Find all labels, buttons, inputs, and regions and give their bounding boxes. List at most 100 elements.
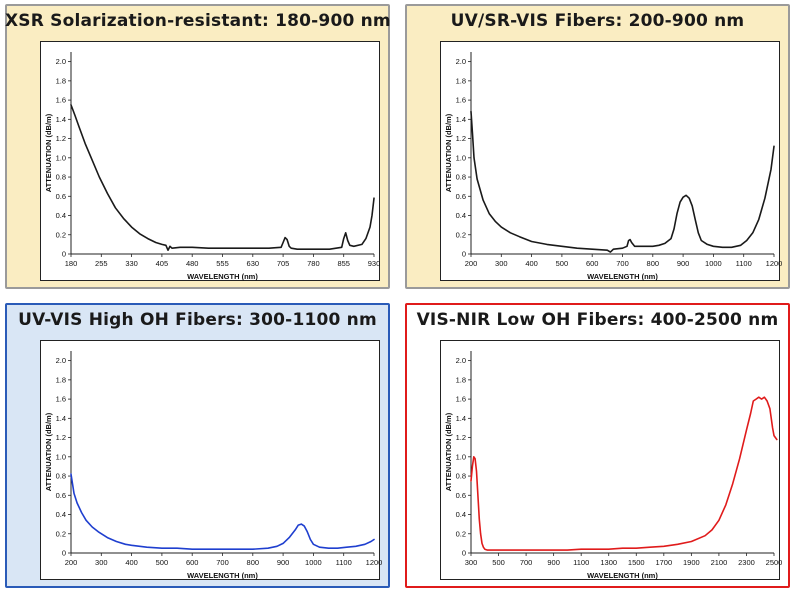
y-tick-label: 1.4 — [56, 414, 66, 423]
x-tick-label: 700 — [216, 558, 229, 567]
y-axis-label: ATTENUATION (dB/m) — [444, 113, 453, 192]
x-axis-label: WAVELENGTH (nm) — [187, 272, 258, 281]
y-tick-label: 1.6 — [456, 395, 466, 404]
y-tick-label: 1.0 — [456, 153, 466, 162]
x-tick-label: 900 — [277, 558, 290, 567]
x-axis-label: WAVELENGTH (nm) — [187, 571, 258, 580]
x-tick-label: 200 — [465, 259, 478, 268]
x-tick-label: 900 — [547, 558, 560, 567]
y-tick-label: 0.4 — [56, 211, 66, 220]
x-tick-label: 555 — [216, 259, 229, 268]
y-tick-label: 2.0 — [56, 57, 66, 66]
x-tick-label: 480 — [186, 259, 199, 268]
y-tick-label: 0 — [62, 549, 66, 558]
y-tick-label: 0.2 — [456, 529, 466, 538]
x-tick-label: 500 — [156, 558, 169, 567]
y-tick-label: 2.0 — [456, 356, 466, 365]
chart-panel-vis-nir-low-oh: VIS-NIR Low OH Fibers: 400-2500 nm 0 0.2 0… — [405, 303, 790, 588]
series-line — [70, 473, 375, 550]
y-tick-label: 1.8 — [56, 76, 66, 85]
y-tick-label: 0.2 — [456, 230, 466, 239]
x-tick-label: 2100 — [711, 558, 728, 567]
y-tick-label: 0.8 — [456, 472, 466, 481]
x-tick-label: 2500 — [766, 558, 783, 567]
plot-area: 0 0.2 0.4 0.6 0.8 1.0 1.2 1.4 1.6 1.8 2.0 180 255 330… — [40, 41, 380, 281]
x-tick-label: 300 — [95, 558, 108, 567]
y-tick-label: 1.6 — [56, 395, 66, 404]
y-tick-label: 0.8 — [56, 472, 66, 481]
x-tick-label: 1900 — [683, 558, 700, 567]
y-tick-label: 1.2 — [56, 433, 66, 442]
series-line — [470, 110, 775, 253]
x-tick-label: 330 — [125, 259, 138, 268]
x-tick-label: 800 — [647, 259, 660, 268]
y-tick-label: 0.6 — [56, 192, 66, 201]
y-tick-label: 0.4 — [456, 211, 466, 220]
y-tick-label: 2.0 — [456, 57, 466, 66]
y-axis-label: ATTENUATION (dB/m) — [44, 412, 53, 491]
chart-title: UV/SR-VIS Fibers: 200-900 nm — [450, 11, 745, 31]
x-tick-label: 600 — [186, 558, 199, 567]
chart-svg: 0 0.2 0.4 0.6 0.8 1.0 1.2 1.4 1.6 1.8 2.0 200 300 400… — [44, 351, 383, 580]
x-tick-label: 900 — [677, 259, 690, 268]
x-tick-label: 700 — [520, 558, 533, 567]
y-tick-label: 0.8 — [456, 173, 466, 182]
y-tick-label: 1.2 — [456, 134, 466, 143]
x-tick-label: 780 — [307, 259, 320, 268]
y-tick-label: 0.2 — [56, 230, 66, 239]
y-tick-label: 1.2 — [56, 134, 66, 143]
chart-panel-uv-vis-high-oh: UV-VIS High OH Fibers: 300-1100 nm 0 0.2 0… — [5, 303, 390, 588]
series-line — [70, 104, 375, 251]
x-tick-label: 180 — [65, 259, 78, 268]
y-tick-label: 0.6 — [56, 491, 66, 500]
y-tick-label: 1.0 — [56, 153, 66, 162]
x-axis-label: WAVELENGTH (nm) — [587, 571, 658, 580]
x-tick-label: 405 — [156, 259, 169, 268]
x-tick-label: 1000 — [705, 259, 722, 268]
x-tick-label: 255 — [95, 259, 108, 268]
series-line — [470, 396, 778, 551]
x-tick-label: 630 — [247, 259, 260, 268]
plot-area: 0 0.2 0.4 0.6 0.8 1.0 1.2 1.4 1.6 1.8 2.0 200 300 400… — [440, 41, 783, 281]
x-tick-label: 300 — [495, 259, 508, 268]
chart-title: XSR Solarization-resistant: 180-900 nm — [5, 11, 391, 31]
x-tick-label: 930 — [368, 259, 381, 268]
y-tick-label: 0.2 — [56, 529, 66, 538]
y-tick-label: 0.4 — [456, 510, 466, 519]
y-axis-label: ATTENUATION (dB/m) — [444, 412, 453, 491]
x-tick-label: 705 — [277, 259, 290, 268]
x-tick-label: 600 — [586, 259, 599, 268]
x-tick-label: 1200 — [766, 259, 783, 268]
chart-svg: 0 0.2 0.4 0.6 0.8 1.0 1.2 1.4 1.6 1.8 2.0 200 300 400… — [444, 52, 783, 281]
x-tick-label: 2300 — [738, 558, 755, 567]
y-tick-label: 1.4 — [56, 115, 66, 124]
x-tick-label: 1700 — [655, 558, 672, 567]
chart-svg: 0 0.2 0.4 0.6 0.8 1.0 1.2 1.4 1.6 1.8 2.0 180 255 330… — [44, 52, 381, 281]
chart-title: UV-VIS High OH Fibers: 300-1100 nm — [18, 310, 377, 330]
plot-area: 0 0.2 0.4 0.6 0.8 1.0 1.2 1.4 1.6 1.8 2.0 300 500 700… — [440, 340, 783, 580]
y-tick-label: 2.0 — [56, 356, 66, 365]
x-tick-label: 400 — [125, 558, 138, 567]
y-tick-label: 0.8 — [56, 173, 66, 182]
x-tick-label: 1100 — [336, 558, 352, 567]
y-tick-label: 1.0 — [456, 452, 466, 461]
y-tick-label: 1.2 — [456, 433, 466, 442]
chart-title: VIS-NIR Low OH Fibers: 400-2500 nm — [416, 310, 779, 330]
y-tick-label: 0.6 — [456, 491, 466, 500]
y-tick-label: 1.6 — [456, 96, 466, 105]
y-tick-label: 0 — [462, 250, 466, 259]
x-tick-label: 500 — [492, 558, 505, 567]
y-tick-label: 1.8 — [56, 375, 66, 384]
x-tick-label: 1300 — [600, 558, 617, 567]
y-tick-label: 1.4 — [456, 414, 466, 423]
y-tick-label: 1.6 — [56, 96, 66, 105]
x-tick-label: 400 — [525, 259, 538, 268]
x-tick-label: 1200 — [366, 558, 383, 567]
y-tick-label: 0 — [62, 250, 66, 259]
x-tick-label: 500 — [556, 259, 569, 268]
y-tick-label: 1.8 — [456, 375, 466, 384]
chart-panel-xsr: XSR Solarization-resistant: 180-900 nm 0… — [5, 4, 391, 289]
chart-panel-uv-sr-vis: UV/SR-VIS Fibers: 200-900 nm 0 0.2 0.4 0.6 0… — [405, 4, 790, 289]
y-tick-label: 1.0 — [56, 452, 66, 461]
y-tick-label: 0.4 — [56, 510, 66, 519]
